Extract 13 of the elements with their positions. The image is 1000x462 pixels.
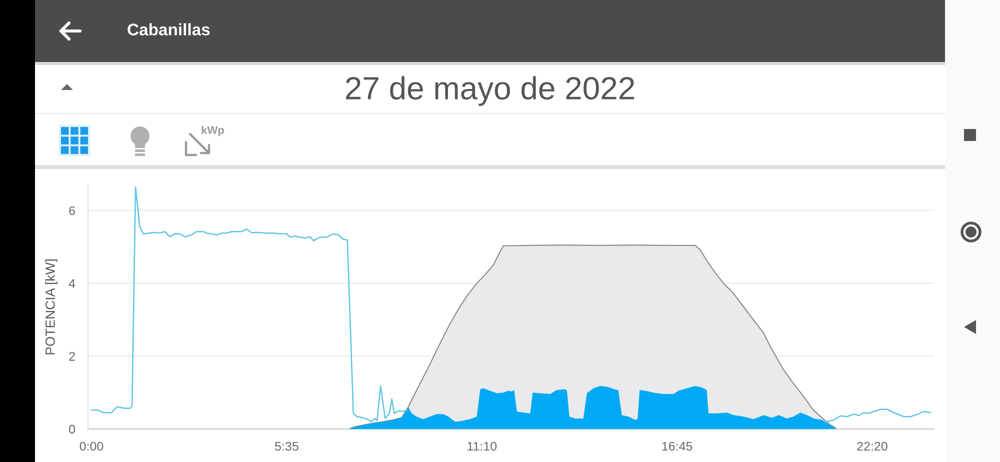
y-axis-title: POTENCIA [kW] [45, 260, 58, 354]
x-tick-label: 11:10 [468, 442, 497, 451]
chart-title: Cabanillas [128, 23, 210, 36]
y-tick-label: 4 [68, 279, 76, 288]
y-tick-label: 0 [69, 424, 76, 434]
y-tick-label: 2 [69, 352, 75, 361]
y-tick-label: 6 [69, 206, 75, 216]
x-tick-label: 0:00 [80, 442, 104, 451]
x-tick-label: 5:35 [275, 442, 298, 451]
x-tick-label: 16:45 [662, 442, 692, 451]
text: kWp [202, 126, 224, 136]
x-tick-label: 22:20 [857, 442, 888, 451]
chart-subtitle: 27 de mayo de 2022 [346, 76, 634, 106]
